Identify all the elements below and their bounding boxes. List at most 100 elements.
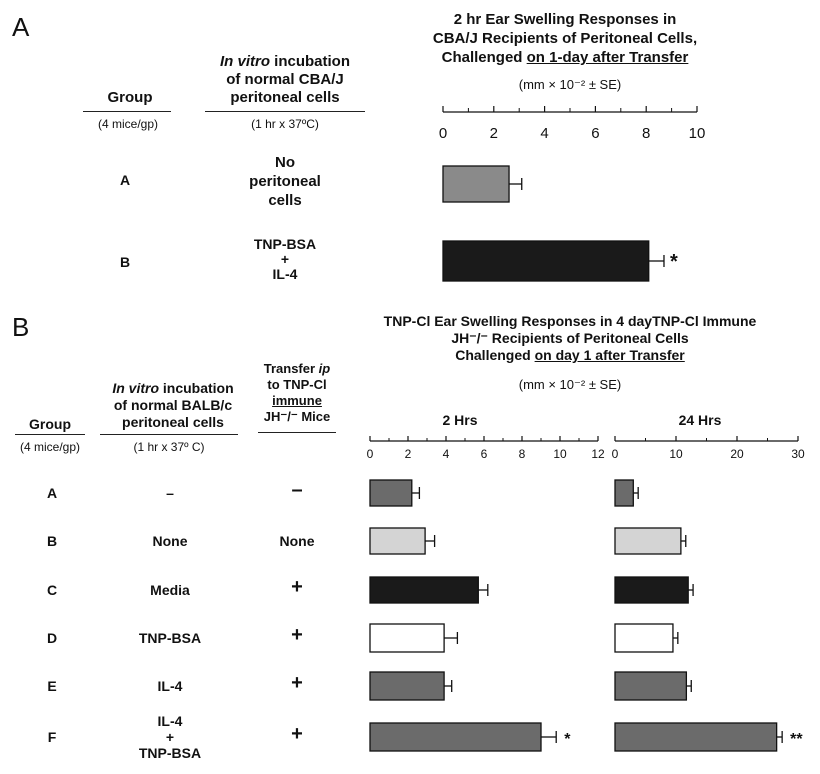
panel-a-title-line1: 2 hr Ear Swelling Responses in — [453, 11, 677, 28]
panel-a-row-a-group: A — [119, 172, 131, 188]
significance-marker-chart-2: ** — [790, 731, 803, 748]
panel-b-row-a-incub-line: – — [166, 485, 174, 501]
panel-b-incub-header: In vitro incubation of normal BALB/c per… — [98, 380, 248, 431]
panel-b-2h-subtitle: 2 Hrs — [442, 412, 478, 428]
panel-b-title-line3b: on day 1 after Transfer — [534, 347, 685, 363]
panel-b-row-f-incub: IL-4 + TNP-BSA — [100, 713, 240, 761]
panel-a-incub-l2: of normal CBA/J — [226, 71, 344, 88]
panel-a-incub-l1: In vitro — [219, 53, 270, 70]
panel-b-row-d-transfer: + — [291, 624, 303, 646]
x-tick-label-chart-1: 12 — [591, 447, 605, 461]
x-tick-label-chart-1: 0 — [367, 447, 374, 461]
panel-b-row-b-group: B — [46, 533, 58, 549]
panel-b-incub-l1b: incubation — [159, 380, 234, 396]
x-tick-label-chart-2: 30 — [791, 447, 805, 461]
panel-b-row-f-incub-line: TNP-BSA — [138, 745, 202, 761]
x-tick-label-chart-1: 2 — [405, 447, 412, 461]
panel-b-transfer-rule — [258, 432, 336, 433]
panel-a-row-a-incub-l3: cells — [268, 192, 302, 209]
panel-a-row-a-incub: No peritoneal cells — [205, 153, 365, 210]
panel-a-row-a-incub-l2: peritoneal — [249, 173, 321, 190]
bar-b-chart-2 — [614, 527, 682, 555]
panel-a-group-sub: (4 mice/gp) — [97, 117, 159, 131]
x-tick-label-chart-0: 0 — [439, 125, 447, 142]
panel-b-row-c-transfer: + — [291, 576, 303, 598]
panel-a-incub-sub: (1 hr x 37ºC) — [251, 117, 319, 131]
panel-b-title-line2: JH⁻/⁻ Recipients of Peritoneal Cells — [451, 330, 689, 346]
panel-b-transfer-l1b: ip — [318, 361, 331, 376]
panel-b-row-d-group: D — [46, 630, 58, 646]
panel-a-incub-l1b: incubation — [270, 53, 350, 70]
bar-c-chart-2 — [614, 576, 689, 604]
panel-b-row-c-incub-line: Media — [150, 582, 190, 598]
x-tick-label-chart-1: 4 — [443, 447, 450, 461]
bar-f-chart-1 — [369, 722, 542, 752]
bar-e-chart-1 — [369, 671, 445, 701]
x-tick-label-chart-2: 0 — [612, 447, 619, 461]
panel-a-row-b-group: B — [119, 254, 131, 270]
panel-a-title-line3a: Challenged — [441, 49, 527, 66]
x-tick-label-chart-0: 8 — [642, 125, 650, 142]
panel-b-row-f-transfer: + — [291, 723, 303, 745]
panel-b-row-a-transfer: – — [291, 479, 303, 501]
x-tick-label-chart-2: 10 — [669, 447, 683, 461]
x-tick-label-chart-0: 10 — [689, 125, 706, 142]
panel-a-units: (mm × 10⁻² ± SE) — [518, 77, 622, 92]
bar-d-chart-2 — [614, 623, 674, 653]
panel-b-incub-l3: peritoneal cells — [122, 414, 224, 430]
x-tick-label-chart-1: 10 — [553, 447, 567, 461]
panel-b-row-e-incub: IL-4 — [100, 678, 240, 694]
panel-b-row-d-incub-line: TNP-BSA — [138, 630, 202, 646]
panel-b-group-sub: (4 mice/gp) — [19, 440, 81, 454]
panel-b-group-rule — [15, 434, 85, 435]
bar-a-chart-1 — [369, 479, 413, 507]
panel-b-row-e-incub-line: IL-4 — [157, 678, 183, 694]
x-tick-label-chart-0: 2 — [490, 125, 498, 142]
bar-b-chart-0 — [442, 240, 650, 282]
panel-b-transfer-l2: to TNP-Cl — [267, 377, 327, 392]
panel-b-row-c-incub: Media — [100, 582, 240, 598]
panel-b-transfer-l3: immune — [272, 393, 322, 408]
panel-b-24h-subtitle: 24 Hrs — [678, 412, 722, 428]
panel-a-incub-rule — [205, 111, 365, 112]
panel-b-row-b-incub: None — [100, 533, 240, 549]
panel-b-transfer-header: Transfer ip to TNP-Cl immune JH⁻/⁻ Mice — [252, 361, 342, 425]
panel-b-title-line1: TNP-Cl Ear Swelling Responses in 4 dayTN… — [383, 313, 757, 329]
panel-b-letter: B — [12, 312, 30, 342]
panel-a-row-a-incub-l1: No — [275, 154, 295, 171]
panel-b-row-a-incub: – — [100, 485, 240, 501]
bar-c-chart-1 — [369, 576, 479, 604]
panel-b-row-e-group: E — [47, 678, 57, 694]
panel-b-units: (mm × 10⁻² ± SE) — [518, 377, 622, 392]
panel-b-row-f-incub-line: IL-4 — [157, 713, 183, 729]
panel-b-title-line3a: Challenged — [455, 347, 535, 363]
panel-b-incub-l1: In vitro — [112, 380, 159, 396]
panel-a-row-b-incub-l2: + — [280, 251, 290, 267]
x-tick-label-chart-2: 20 — [730, 447, 744, 461]
panel-b-transfer-l1: Transfer — [263, 361, 319, 376]
x-tick-label-chart-0: 4 — [540, 125, 548, 142]
panel-b-group-header: Group — [29, 416, 71, 432]
panel-b-row-b-incub-line: None — [152, 533, 188, 549]
bar-b-chart-1 — [369, 527, 426, 555]
bar-f-chart-2 — [614, 722, 778, 752]
panel-a-incub-header: In vitro incubation of normal CBA/J peri… — [190, 53, 380, 107]
panel-a-row-b-incub: TNP-BSA + IL-4 — [205, 237, 365, 282]
panel-b-incub-rule — [100, 434, 238, 435]
panel-b-row-b-transfer: None — [279, 533, 315, 549]
panel-a-letter: A — [12, 12, 30, 42]
bar-a-chart-0 — [442, 165, 510, 203]
panel-b-row-e-transfer: + — [291, 672, 303, 694]
panel-a-title-line2: CBA/J Recipients of Peritoneal Cells, — [432, 30, 698, 47]
panel-a-incub-l3: peritoneal cells — [230, 89, 340, 106]
panel-a-group-rule — [83, 111, 171, 112]
significance-marker-chart-0: * — [670, 251, 678, 273]
panel-a-title-line3b: on 1-day after Transfer — [526, 49, 689, 66]
x-tick-label-chart-0: 6 — [591, 125, 599, 142]
panel-b-incub-l2: of normal BALB/c — [113, 397, 233, 413]
panel-b-row-f-group: F — [47, 729, 57, 745]
panel-a-row-b-incub-l3: IL-4 — [272, 266, 298, 282]
x-tick-label-chart-1: 8 — [519, 447, 526, 461]
panel-a-group-header: Group — [107, 89, 153, 106]
